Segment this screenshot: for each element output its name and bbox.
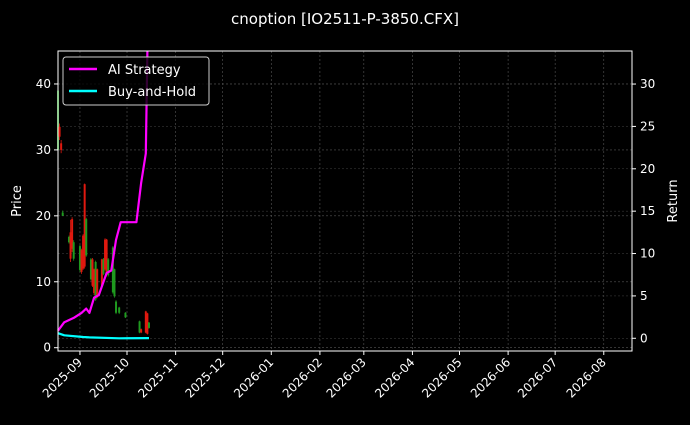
- candle-body: [93, 269, 96, 293]
- y-axis-right: 0 5 10 15 20 25 30: [632, 77, 655, 345]
- candle-body: [124, 312, 127, 318]
- y-right-tick-label: 30: [640, 77, 655, 91]
- y-right-tick-label: 10: [640, 247, 655, 261]
- candle-body: [102, 259, 105, 274]
- candle-body: [94, 261, 97, 300]
- candle-body: [115, 301, 118, 313]
- candle-body: [104, 239, 107, 270]
- candle-body: [138, 321, 141, 333]
- candle-body: [58, 126, 61, 137]
- legend-label-buy-and-hold: Buy-and-Hold: [108, 85, 196, 100]
- candle-body: [72, 242, 75, 259]
- y-axis-label: Price: [10, 185, 25, 217]
- y-right-tick-label: 5: [640, 289, 648, 303]
- series-line-ai-strategy: [57, 50, 149, 332]
- candle-body: [113, 269, 116, 297]
- plot-frame: [57, 50, 633, 352]
- y-right-tick-label: 25: [640, 119, 655, 133]
- candle-body: [85, 219, 88, 256]
- candle-body: [111, 247, 114, 293]
- candle-body: [91, 259, 94, 286]
- candle-body: [118, 307, 121, 313]
- y-tick-label: 20: [36, 209, 51, 223]
- candle-body: [61, 212, 64, 216]
- series-line-buy-and-hold: [57, 332, 150, 340]
- candle-body: [96, 269, 99, 297]
- candle-body: [69, 232, 72, 259]
- candle-body: [82, 235, 85, 269]
- candle-body: [71, 219, 74, 249]
- y-tick-label: 0: [43, 341, 51, 355]
- legend: AI Strategy Buy-and-Hold: [62, 56, 210, 106]
- candles: [57, 80, 150, 335]
- candle-body: [144, 311, 147, 333]
- y-right-tick-label: 0: [640, 331, 648, 345]
- y-tick-label: 30: [36, 143, 51, 157]
- candle-body: [67, 236, 70, 243]
- candle-body: [100, 259, 103, 286]
- series-lines: [57, 50, 150, 340]
- candle-body: [80, 250, 83, 272]
- candle-body: [78, 246, 81, 270]
- candle-body: [89, 259, 92, 280]
- legend-label-ai-strategy: AI Strategy: [108, 63, 181, 78]
- candle-body: [60, 143, 63, 150]
- y-axis-left: 0 10 20 30 40: [36, 77, 58, 355]
- candle-body: [147, 322, 150, 328]
- y-tick-label: 40: [36, 77, 51, 91]
- candle-body: [107, 259, 110, 276]
- y-right-tick-label: 15: [640, 204, 655, 218]
- chart-title: cnoption [IO2511-P-3850.CFX]: [231, 10, 459, 28]
- y-axis-right-label: Return: [666, 179, 681, 222]
- candle-body: [105, 239, 108, 276]
- y-right-tick-label: 20: [640, 162, 655, 176]
- candle-body: [140, 329, 143, 333]
- candle-body: [146, 313, 149, 334]
- y-tick-label: 10: [36, 275, 51, 289]
- candle-body: [83, 184, 86, 267]
